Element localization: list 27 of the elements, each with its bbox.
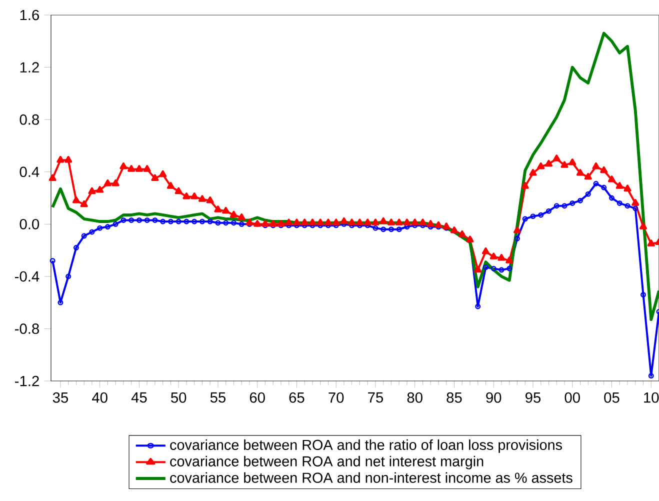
x-tick-label: 65 [289,392,304,403]
x-tick-label: 10 [644,392,659,403]
legend-label: covariance between ROA and non-interest income as % assets [170,472,572,483]
x-tick-label: 85 [446,392,462,403]
y-tick-label: -0.4 [15,271,40,282]
x-tick-label: 40 [92,392,108,403]
y-tick-label: 1.2 [20,62,39,72]
y-tick-label: -1.2 [15,376,39,386]
y-tick-label: 0.8 [20,114,39,125]
x-tick-label: 45 [131,392,147,403]
x-tick-label: 90 [486,392,502,403]
y-tick-label: 0.4 [20,166,40,178]
x-tick-label: 75 [368,392,384,403]
x-tick-label: 70 [328,392,344,403]
x-tick-label: 80 [407,392,422,403]
y-tick-label: -0.8 [15,324,39,334]
x-tick-label: 35 [52,392,68,403]
legend-label: covariance between ROA and net interest margin [170,456,484,470]
y-tick-label: 0.0 [20,218,40,230]
x-tick-label: 05 [604,392,620,403]
x-tick-label: 50 [171,392,186,403]
legend-label: covariance between ROA and the ratio of loan loss provisions [170,439,562,453]
x-tick-label: 00 [564,392,580,403]
x-tick-label: 60 [250,392,265,403]
x-tick-label: 55 [210,392,226,403]
x-tick-label: 95 [526,392,541,403]
y-tick-label: 1.6 [20,10,39,20]
